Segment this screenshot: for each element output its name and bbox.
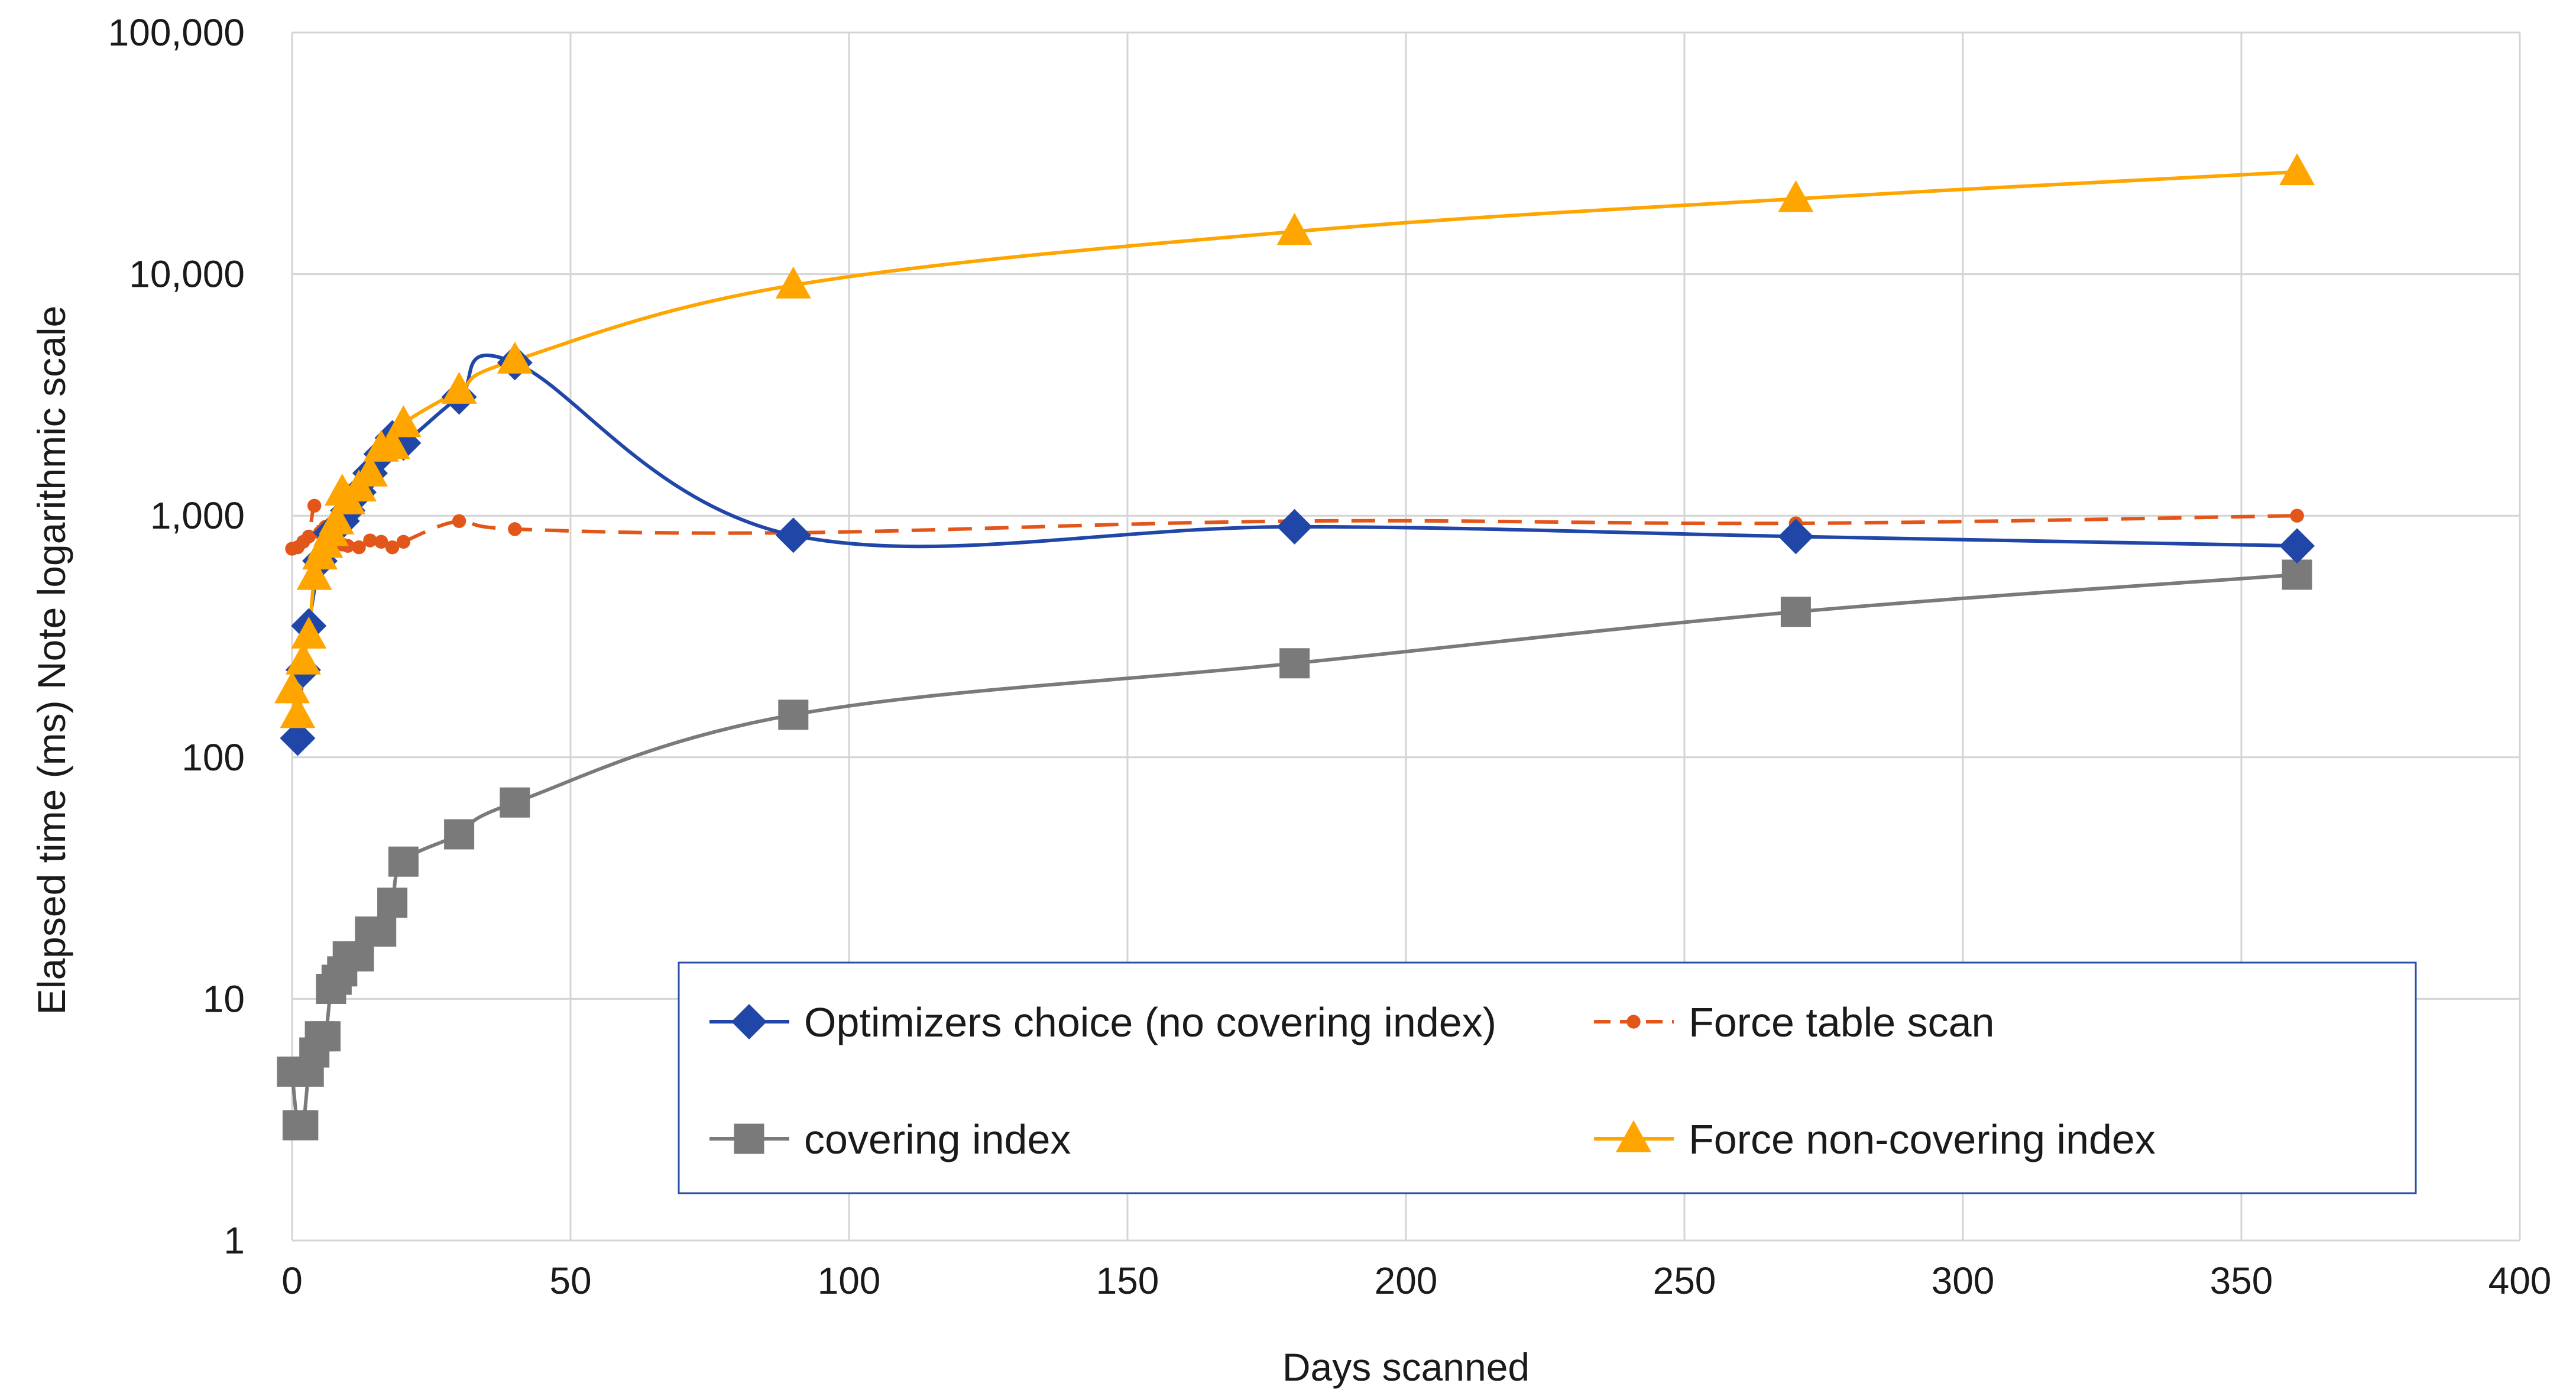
legend: Optimizers choice (no covering index) For… <box>678 961 2417 1194</box>
data-point-force-non-covering-index <box>274 671 310 704</box>
x-tick-label: 400 <box>2488 1259 2552 1302</box>
data-point-force-non-covering-index <box>296 558 332 590</box>
y-tick-label: 10 <box>203 977 245 1020</box>
x-tick-label: 0 <box>281 1259 303 1302</box>
data-point-optimizers-choice <box>775 517 811 553</box>
x-tick-label: 200 <box>1375 1259 1438 1302</box>
data-point-covering-index <box>444 819 475 850</box>
y-tick-label: 1,000 <box>150 494 245 537</box>
data-point-covering-index <box>388 846 419 877</box>
data-point-covering-index <box>377 888 408 918</box>
data-point-covering-index <box>778 699 809 730</box>
data-point-force-non-covering-index <box>291 616 327 649</box>
data-point-force-non-covering-index <box>285 642 321 675</box>
y-axis-ticks: 1 10 100 1,000 10,000 100,000 <box>108 11 245 1262</box>
data-point-covering-index <box>2282 559 2312 590</box>
legend-label: Optimizers choice (no covering index) <box>804 999 1496 1045</box>
data-point-force-non-covering-index <box>497 341 533 374</box>
legend-marker <box>1626 1015 1641 1029</box>
data-point-force-non-covering-index <box>385 405 422 438</box>
data-point-covering-index <box>500 787 530 818</box>
data-point-covering-index <box>310 1021 341 1052</box>
x-tick-label: 100 <box>818 1259 881 1302</box>
data-point-force-table-scan <box>363 533 377 548</box>
data-point-force-non-covering-index <box>441 371 477 404</box>
data-point-force-non-covering-index <box>1778 180 1814 212</box>
y-tick-label: 100 <box>182 736 245 779</box>
series-markers <box>274 153 2315 1141</box>
data-point-optimizers-choice <box>1276 508 1313 545</box>
data-point-optimizers-choice <box>2279 528 2315 564</box>
legend-label: Force table scan <box>1689 999 1994 1045</box>
data-point-force-non-covering-index <box>1276 213 1313 245</box>
y-tick-label: 100,000 <box>108 11 245 54</box>
data-point-covering-index <box>366 916 397 947</box>
data-point-force-non-covering-index <box>2279 153 2315 186</box>
x-tick-label: 300 <box>1932 1259 1995 1302</box>
y-tick-label: 10,000 <box>129 253 245 296</box>
data-point-force-non-covering-index <box>352 454 388 487</box>
data-point-force-table-scan <box>396 535 411 549</box>
legend-marker <box>734 1123 764 1154</box>
data-point-force-table-scan <box>2290 508 2304 523</box>
data-point-force-table-scan <box>508 522 522 536</box>
data-point-optimizers-choice <box>280 720 316 756</box>
data-point-force-table-scan <box>352 540 366 555</box>
x-tick-label: 150 <box>1096 1259 1159 1302</box>
data-point-force-table-scan <box>374 535 388 549</box>
data-point-covering-index <box>1780 597 1811 627</box>
data-point-force-table-scan <box>307 498 322 513</box>
legend-label: covering index <box>804 1116 1071 1162</box>
legend-label: Force non-covering index <box>1689 1116 2156 1162</box>
y-tick-label: 1 <box>223 1219 245 1262</box>
legend-marker <box>731 1004 767 1039</box>
data-point-force-non-covering-index <box>319 502 355 535</box>
data-point-force-non-covering-index <box>374 427 410 459</box>
data-point-force-non-covering-index <box>775 266 811 299</box>
data-point-force-table-scan <box>385 540 400 555</box>
x-tick-label: 350 <box>2210 1259 2273 1302</box>
data-point-optimizers-choice <box>1778 519 1814 555</box>
x-tick-label: 50 <box>549 1259 591 1302</box>
data-point-covering-index <box>1279 648 1310 679</box>
legend-box <box>678 961 2417 1194</box>
data-point-force-non-covering-index <box>280 696 316 728</box>
x-tick-label: 250 <box>1653 1259 1716 1302</box>
data-point-force-table-scan <box>452 514 466 529</box>
y-axis-title: Elapsed time (ms) Note logarithmic scale <box>30 306 73 1015</box>
x-axis-title: Days scanned <box>1282 1345 1530 1389</box>
data-point-force-table-scan <box>302 529 316 544</box>
x-axis-ticks: 0 50 100 150 200 250 300 350 400 <box>281 1259 2551 1302</box>
legend-marker <box>1616 1120 1651 1152</box>
data-point-covering-index <box>288 1110 319 1141</box>
